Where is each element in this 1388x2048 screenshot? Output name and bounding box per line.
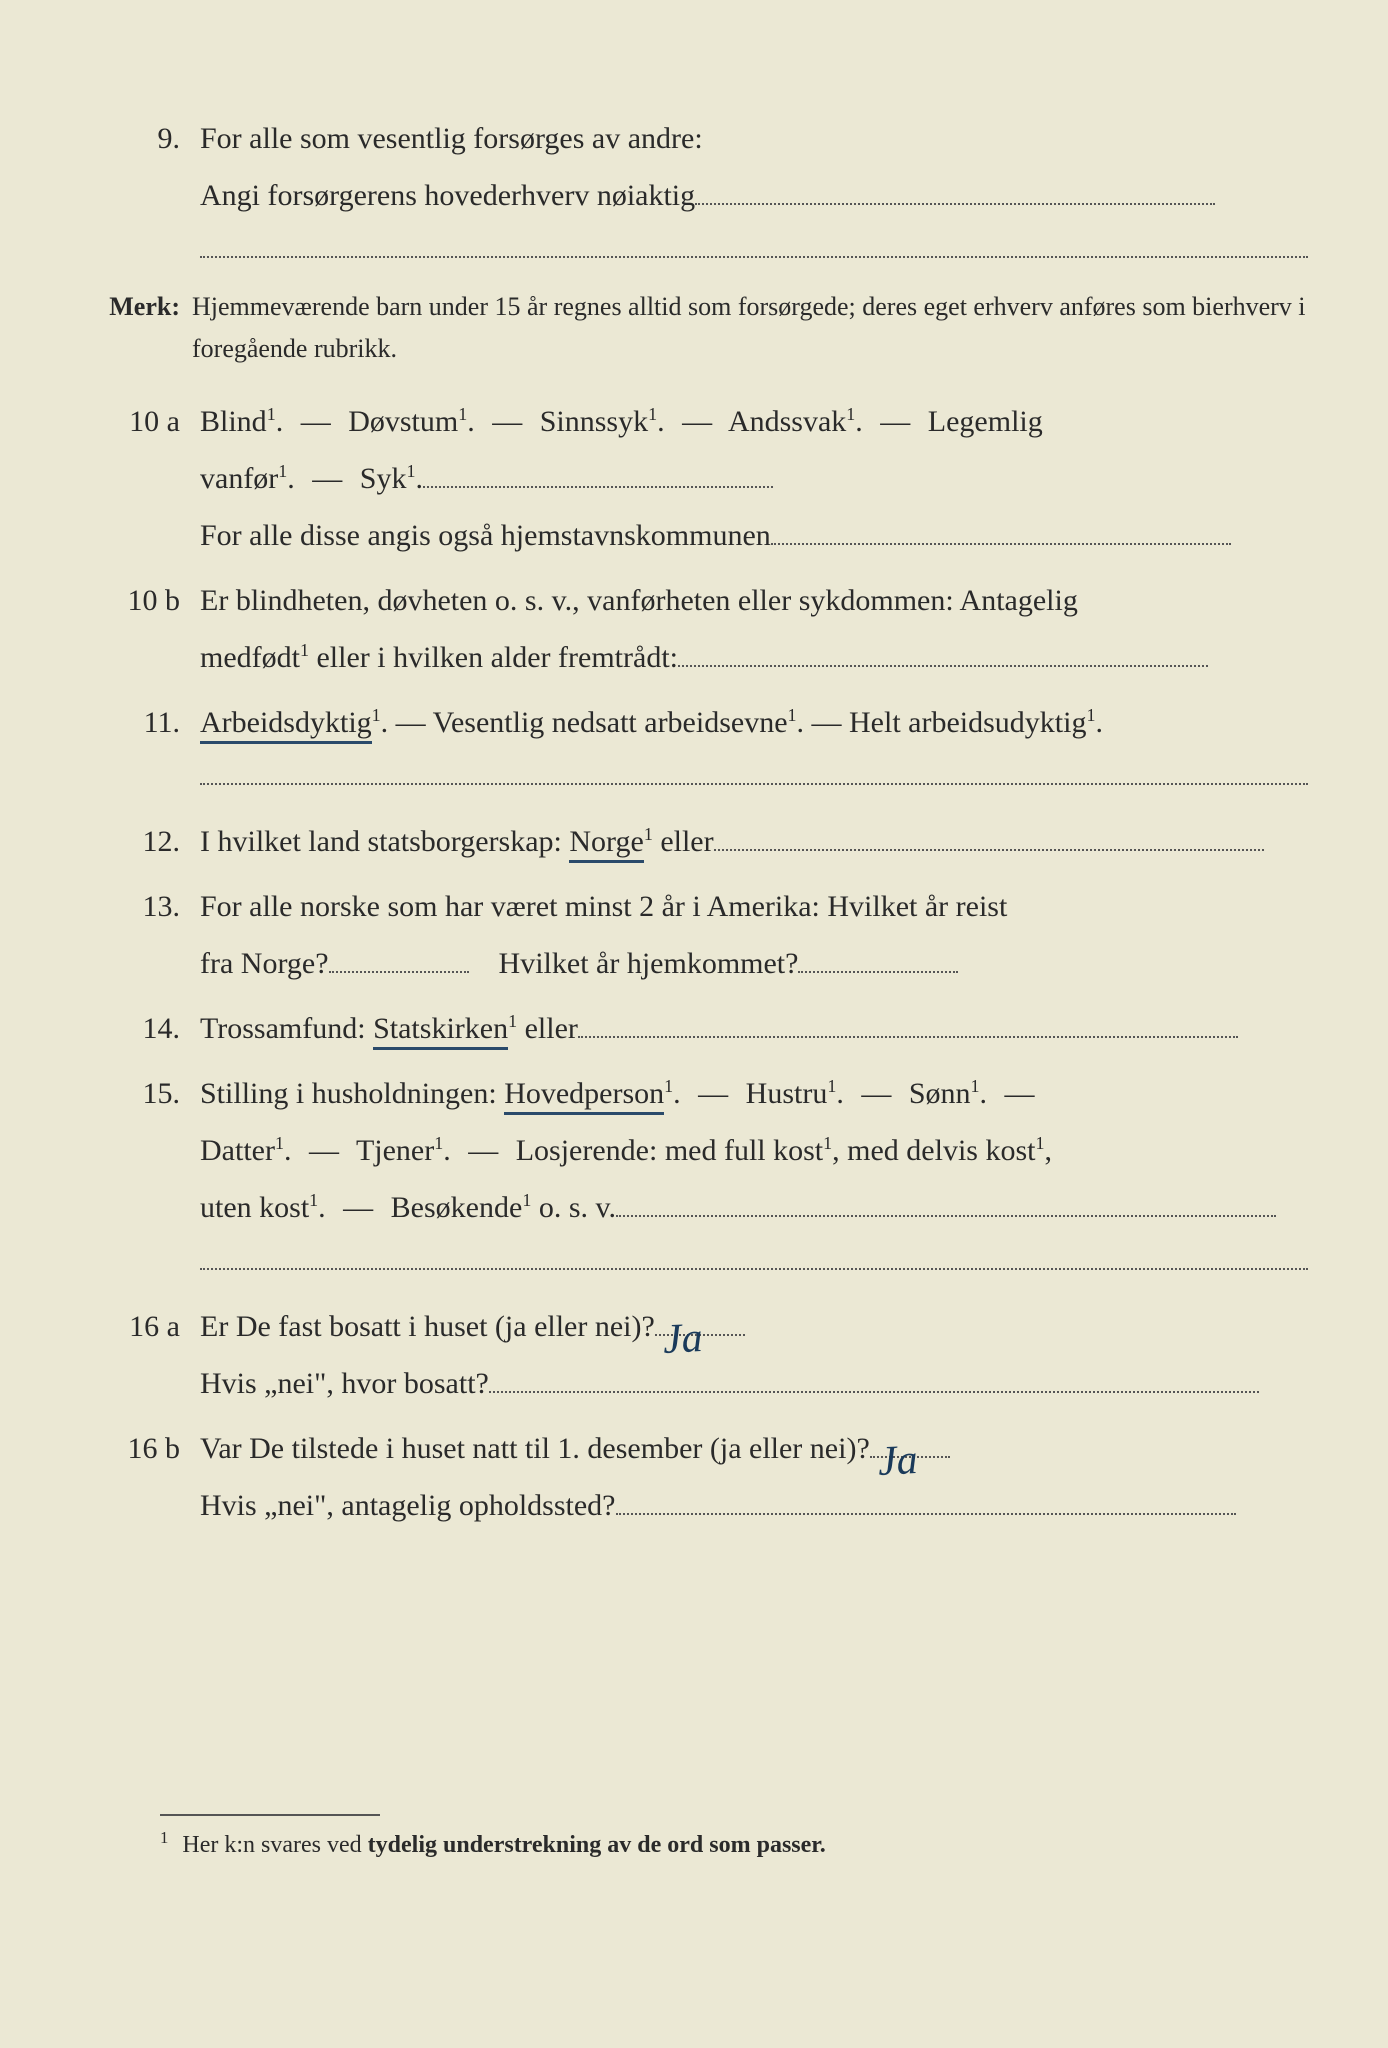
q16a-line1: Er De fast bosatt i huset (ja eller nei)… — [200, 1310, 655, 1343]
q12-text-a: I hvilket land statsborgerskap: — [200, 825, 569, 858]
question-16b: 16 b Var De tilstede i huset natt til 1.… — [80, 1420, 1308, 1534]
census-form-page: 9. For alle som vesentlig forsørges av a… — [0, 0, 1388, 2048]
q10a-opt2: Døvstum — [348, 405, 458, 438]
q12-blank[interactable] — [714, 849, 1264, 851]
q15-line2c: Losjerende: med full kost — [516, 1134, 823, 1167]
question-11: 11. Arbeidsdyktig1. — Vesentlig nedsatt … — [80, 694, 1308, 751]
q15-blank[interactable] — [616, 1215, 1276, 1217]
q12-opt: Norge — [569, 825, 643, 863]
q10b-number: 10 b — [80, 584, 200, 618]
q15-text-a: Stilling i husholdningen: — [200, 1077, 504, 1110]
q11-number: 11. — [80, 706, 200, 740]
q13-blank2[interactable] — [798, 971, 958, 973]
question-9: 9. For alle som vesentlig forsørges av a… — [80, 110, 1308, 224]
q14-opt: Statskirken — [373, 1012, 508, 1050]
question-13: 13. For alle norske som har været minst … — [80, 878, 1308, 992]
q15-blank-line[interactable] — [200, 1244, 1308, 1270]
q12-number: 12. — [80, 825, 200, 859]
q16a-blank[interactable]: Ja — [655, 1334, 745, 1336]
q15-line2b: Tjener — [356, 1134, 434, 1167]
q15-opt1: Hovedperson — [504, 1077, 664, 1115]
footnote: 1 Her k:n svares ved tydelig understrekn… — [160, 1828, 1308, 1859]
q15-opt2: Hustru — [746, 1077, 828, 1110]
q10a-opt1: Blind — [200, 405, 267, 438]
q10b-line2a: medfødt — [200, 641, 300, 674]
q15-number: 15. — [80, 1077, 200, 1111]
q10b-line2b: eller i hvilken alder fremtrådt: — [309, 641, 678, 674]
merk-note: Merk: Hjemmeværende barn under 15 år reg… — [80, 286, 1308, 369]
q10b-blank[interactable] — [678, 665, 1208, 667]
q16b-blank[interactable]: Ja — [870, 1456, 950, 1458]
q16b-line1: Var De tilstede i huset natt til 1. dese… — [200, 1432, 870, 1465]
q12-text-b: eller — [660, 825, 713, 858]
q13-content: For alle norske som har været minst 2 år… — [200, 878, 1308, 992]
q16a-line2: Hvis „nei", hvor bosatt? — [200, 1367, 489, 1400]
q10a-blank2[interactable] — [771, 543, 1231, 545]
footnote-text-a: Her k:n svares ved — [182, 1832, 367, 1858]
q14-blank[interactable] — [578, 1036, 1238, 1038]
q11-opt1: Arbeidsdyktig — [200, 706, 372, 744]
q16b-line2: Hvis „nei", antagelig opholdssted? — [200, 1489, 616, 1522]
q15-line2a: Datter — [200, 1134, 275, 1167]
q9-blank[interactable] — [695, 203, 1215, 205]
q16b-number: 16 b — [80, 1432, 200, 1466]
question-14: 14. Trossamfund: Statskirken1 eller — [80, 1000, 1308, 1057]
q13-blank1[interactable] — [329, 971, 469, 973]
q10a-opt5: Legemlig — [928, 405, 1043, 438]
q16a-answer: Ja — [661, 1299, 705, 1381]
q15-line3c: o. s. v. — [539, 1191, 616, 1224]
question-15: 15. Stilling i husholdningen: Hovedperso… — [80, 1065, 1308, 1236]
question-16a: 16 a Er De fast bosatt i huset (ja eller… — [80, 1298, 1308, 1412]
q15-line2d: , med delvis kost — [832, 1134, 1035, 1167]
q9-line2: Angi forsørgerens hovederhverv nøiaktig — [200, 179, 695, 212]
q14-text-b: eller — [525, 1012, 578, 1045]
q10a-opt3: Sinnssyk — [540, 405, 648, 438]
q9-content: For alle som vesentlig forsørges av andr… — [200, 110, 1308, 224]
q13-line1: For alle norske som har været minst 2 år… — [200, 890, 1007, 923]
q13-line2a: fra Norge? — [200, 947, 329, 980]
q10a-number: 10 a — [80, 405, 200, 439]
q16a-number: 16 a — [80, 1310, 200, 1344]
q15-line3b: Besøkende — [391, 1191, 523, 1224]
q9-blank-line[interactable] — [200, 232, 1308, 258]
q14-number: 14. — [80, 1012, 200, 1046]
q10a-line3: For alle disse angis også hjemstavnskomm… — [200, 519, 771, 552]
q11-opt2: Vesentlig nedsatt arbeidsevne — [433, 706, 788, 739]
footnote-text-b: tydelig understrekning av de ord som pas… — [368, 1832, 826, 1858]
q10a-line2b: Syk — [360, 462, 407, 495]
q11-content: Arbeidsdyktig1. — Vesentlig nedsatt arbe… — [200, 694, 1308, 751]
footnote-rule — [160, 1814, 380, 1816]
q14-text-a: Trossamfund: — [200, 1012, 373, 1045]
question-10b: 10 b Er blindheten, døvheten o. s. v., v… — [80, 572, 1308, 686]
q9-line1: For alle som vesentlig forsørges av andr… — [200, 122, 703, 155]
q9-number: 9. — [80, 122, 200, 156]
q15-opt3: Sønn — [909, 1077, 971, 1110]
q16b-answer: Ja — [876, 1421, 920, 1503]
footnote-sup: 1 — [160, 1828, 168, 1847]
question-10a: 10 a Blind1. — Døvstum1. — Sinnssyk1. — … — [80, 393, 1308, 564]
q14-content: Trossamfund: Statskirken1 eller — [200, 1000, 1308, 1057]
q10b-content: Er blindheten, døvheten o. s. v., vanfør… — [200, 572, 1308, 686]
merk-text: Hjemmeværende barn under 15 år regnes al… — [192, 286, 1308, 369]
q11-blank-line[interactable] — [200, 759, 1308, 785]
q16b-blank2[interactable] — [616, 1513, 1236, 1515]
q11-opt3: Helt arbeidsudyktig — [849, 706, 1086, 739]
q10a-opt4: Andssvak — [728, 405, 846, 438]
q10a-blank[interactable] — [423, 486, 773, 488]
q10b-line1: Er blindheten, døvheten o. s. v., vanfør… — [200, 584, 1078, 617]
q16a-blank2[interactable] — [489, 1391, 1259, 1393]
q13-line2b: Hvilket år hjemkommet? — [499, 947, 799, 980]
q10a-content: Blind1. — Døvstum1. — Sinnssyk1. — Andss… — [200, 393, 1308, 564]
q16b-content: Var De tilstede i huset natt til 1. dese… — [200, 1420, 1308, 1534]
q12-content: I hvilket land statsborgerskap: Norge1 e… — [200, 813, 1308, 870]
q15-line3a: uten kost — [200, 1191, 309, 1224]
q15-content: Stilling i husholdningen: Hovedperson1. … — [200, 1065, 1308, 1236]
q13-number: 13. — [80, 890, 200, 924]
q10a-line2a: vanfør — [200, 462, 278, 495]
q16a-content: Er De fast bosatt i huset (ja eller nei)… — [200, 1298, 1308, 1412]
question-12: 12. I hvilket land statsborgerskap: Norg… — [80, 813, 1308, 870]
merk-label: Merk: — [80, 292, 192, 322]
